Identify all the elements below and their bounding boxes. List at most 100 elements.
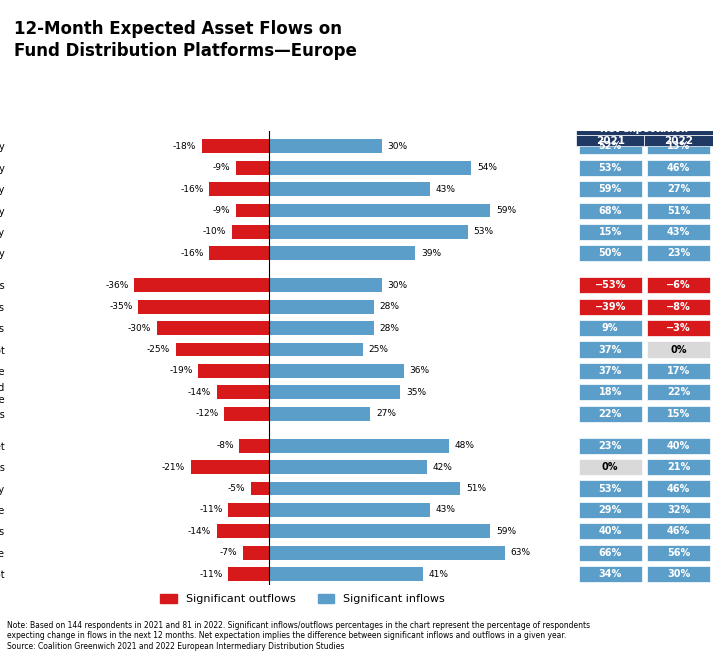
Bar	[232, 225, 269, 239]
Bar	[228, 503, 269, 517]
Text: 15%: 15%	[598, 227, 622, 237]
Bar	[579, 438, 642, 454]
Bar	[647, 384, 710, 400]
Bar	[243, 546, 269, 560]
Bar	[239, 439, 269, 453]
Bar	[210, 246, 269, 260]
Bar	[579, 405, 642, 422]
Text: 0%: 0%	[602, 462, 618, 472]
Text: 23%: 23%	[598, 441, 622, 451]
Text: -30%: -30%	[128, 324, 151, 332]
Text: 15%: 15%	[667, 409, 690, 419]
Bar	[647, 320, 710, 336]
Bar	[647, 502, 710, 518]
Bar	[191, 460, 269, 474]
Text: 68%: 68%	[598, 206, 622, 215]
Text: 18%: 18%	[598, 387, 622, 397]
Bar	[579, 502, 642, 518]
Bar	[579, 245, 642, 261]
Text: 53%: 53%	[473, 227, 493, 237]
Text: 34%: 34%	[598, 569, 622, 579]
Text: 43%: 43%	[436, 505, 456, 514]
Bar	[579, 160, 642, 176]
Text: 27%: 27%	[376, 409, 396, 418]
Text: 36%: 36%	[410, 367, 430, 375]
Text: 30%: 30%	[387, 142, 408, 151]
Text: −39%: −39%	[595, 302, 626, 311]
Text: -11%: -11%	[199, 505, 222, 514]
Bar	[647, 523, 710, 539]
Text: 53%: 53%	[598, 163, 622, 173]
Text: -16%: -16%	[181, 249, 204, 258]
Text: −53%: −53%	[595, 281, 626, 290]
FancyBboxPatch shape	[644, 135, 713, 147]
Bar	[235, 161, 269, 175]
Text: 35%: 35%	[406, 388, 426, 397]
Bar	[579, 342, 642, 357]
Text: 41%: 41%	[428, 570, 449, 579]
Bar	[647, 459, 710, 475]
Text: -16%: -16%	[181, 185, 204, 194]
Bar	[138, 300, 269, 313]
Text: -36%: -36%	[106, 281, 129, 290]
Text: -18%: -18%	[173, 142, 197, 151]
Bar	[579, 384, 642, 400]
Text: 50%: 50%	[598, 248, 622, 258]
Text: Net expectation: Net expectation	[600, 124, 688, 134]
Bar	[647, 566, 710, 582]
Bar	[210, 182, 269, 196]
Bar	[269, 385, 400, 399]
Bar	[647, 438, 710, 454]
Text: 59%: 59%	[496, 527, 516, 535]
Text: -35%: -35%	[109, 302, 132, 311]
FancyBboxPatch shape	[576, 123, 713, 135]
Bar	[647, 160, 710, 176]
Text: 32%: 32%	[667, 505, 690, 515]
Bar	[579, 566, 642, 582]
Bar	[579, 459, 642, 475]
Bar	[198, 364, 269, 378]
Text: 48%: 48%	[454, 442, 474, 450]
Bar	[225, 407, 269, 420]
Bar	[217, 385, 269, 399]
Bar	[228, 567, 269, 581]
Text: Note: Based on 144 respondents in 2021 and 81 in 2022. Significant inflows/outfl: Note: Based on 144 respondents in 2021 a…	[7, 621, 590, 650]
Bar	[269, 364, 404, 378]
Text: 37%: 37%	[598, 366, 622, 376]
Bar	[579, 363, 642, 379]
Bar	[579, 320, 642, 336]
Text: -12%: -12%	[196, 409, 219, 418]
Bar	[647, 245, 710, 261]
Bar	[269, 482, 460, 495]
Text: -14%: -14%	[188, 527, 211, 535]
Text: 46%: 46%	[667, 526, 690, 536]
Text: 53%: 53%	[598, 484, 622, 493]
Bar	[647, 545, 710, 560]
Bar	[579, 545, 642, 560]
Text: 59%: 59%	[496, 206, 516, 215]
Bar	[579, 299, 642, 315]
Legend: Significant outflows, Significant inflows: Significant outflows, Significant inflow…	[156, 589, 449, 609]
Text: 22%: 22%	[667, 387, 690, 397]
Text: -21%: -21%	[162, 463, 185, 472]
Bar	[269, 407, 370, 420]
Bar	[579, 139, 642, 154]
Bar	[269, 321, 374, 335]
Text: 56%: 56%	[667, 548, 690, 558]
Text: −6%: −6%	[666, 281, 691, 290]
Bar	[251, 482, 269, 495]
Text: 30%: 30%	[387, 281, 408, 290]
Text: -10%: -10%	[203, 227, 226, 237]
Text: 28%: 28%	[379, 302, 400, 311]
Text: 21%: 21%	[667, 462, 690, 472]
Text: 59%: 59%	[598, 184, 622, 194]
Text: -25%: -25%	[147, 345, 170, 354]
Bar	[647, 202, 710, 219]
Bar	[647, 224, 710, 240]
Bar	[269, 524, 490, 538]
Bar	[269, 182, 431, 196]
Bar	[269, 567, 423, 581]
Bar	[269, 546, 505, 560]
Text: 42%: 42%	[432, 463, 452, 472]
Text: 46%: 46%	[667, 484, 690, 493]
